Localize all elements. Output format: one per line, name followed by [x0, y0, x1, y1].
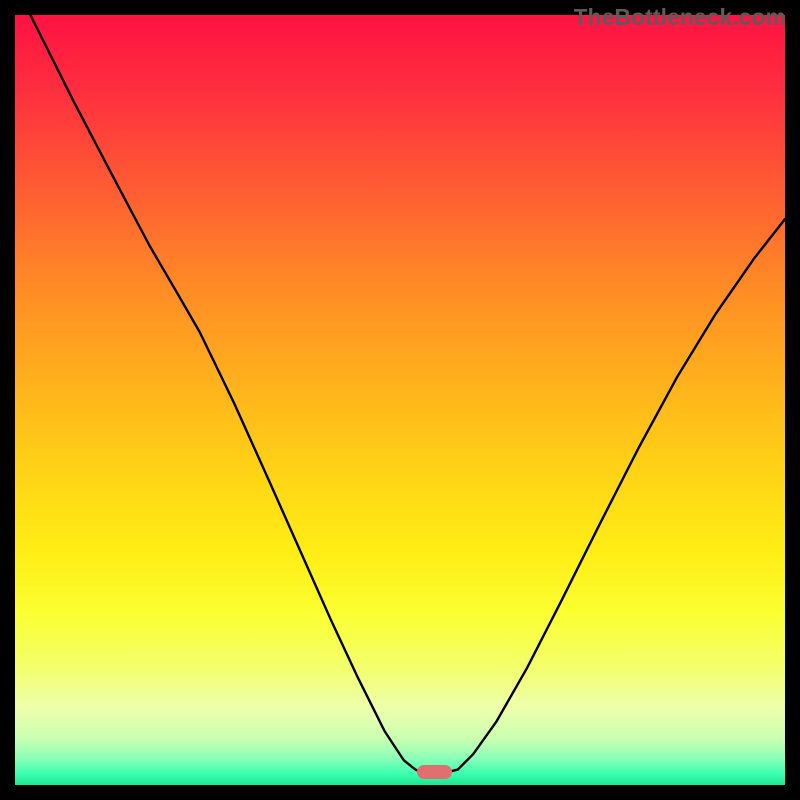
bottleneck-curve [15, 15, 785, 785]
gradient-background [15, 15, 785, 785]
plot-area [15, 15, 785, 785]
optimal-marker [417, 765, 452, 779]
chart-frame: TheBottleneck.com [0, 0, 800, 800]
watermark-text: TheBottleneck.com [574, 4, 786, 31]
